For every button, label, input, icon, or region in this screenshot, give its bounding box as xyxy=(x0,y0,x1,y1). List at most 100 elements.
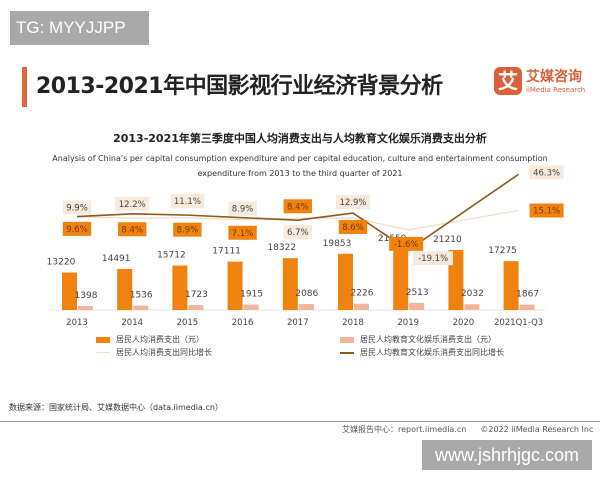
growth-label-education: -19.1% xyxy=(418,254,448,264)
growth-label-education-box xyxy=(413,251,453,266)
copyright: ©2022 iiMedia Research Inc xyxy=(480,425,594,434)
legend-swatch xyxy=(340,336,354,343)
bar-label-consumption: 15712 xyxy=(157,251,186,261)
growth-label-consumption: -1.6% xyxy=(394,240,419,250)
bar-label-consumption: 14491 xyxy=(102,254,131,264)
bar-education xyxy=(409,302,425,310)
bar-education xyxy=(298,304,314,310)
bar-consumption xyxy=(172,265,188,310)
x-tick-label: 2019 xyxy=(397,318,419,328)
legend-item-education: 居民人均教育文化娱乐消费支出（元） xyxy=(340,334,496,345)
bar-label-consumption: 13220 xyxy=(47,258,76,268)
growth-label-education-box xyxy=(336,195,370,210)
bar-label-education: 2032 xyxy=(461,289,484,299)
growth-label-consumption-box xyxy=(173,222,202,237)
bar-consumption xyxy=(227,261,243,310)
footer-divider xyxy=(0,421,600,422)
chart-title: 2013-2021年第三季度中国人均消费支出与人均教育文化娱乐消费支出分析 xyxy=(113,132,487,145)
growth-label-consumption-box xyxy=(529,203,564,218)
growth-label-education-box xyxy=(62,200,92,215)
growth-label-consumption: 9.6% xyxy=(66,225,88,235)
logo-cn: 艾媒咨询 xyxy=(526,69,582,85)
growth-label-education: 9.9% xyxy=(66,204,88,214)
x-tick-label: 2021Q1-Q3 xyxy=(494,318,543,328)
bar-label-education: 2226 xyxy=(351,289,374,299)
bar-education xyxy=(464,304,480,310)
growth-label-education-box xyxy=(228,201,257,216)
bar-label-consumption: 17275 xyxy=(488,246,517,256)
growth-label-consumption-box xyxy=(118,222,147,237)
bar-education xyxy=(243,304,259,310)
growth-label-consumption: 8.4% xyxy=(121,225,143,235)
growth-label-education: 12.2% xyxy=(119,200,146,210)
report-link[interactable]: 艾媒报告中心：report.iimedia.cn xyxy=(342,425,467,434)
growth-label-consumption-box xyxy=(228,225,257,240)
growth-label-consumption-box xyxy=(283,199,312,214)
bar-label-education: 1723 xyxy=(185,290,208,300)
growth-label-consumption: 8.6% xyxy=(342,223,364,233)
bar-label-consumption: 17111 xyxy=(212,247,241,257)
bar-education xyxy=(354,303,369,310)
bar-consumption xyxy=(503,261,519,310)
bar-label-consumption: 18322 xyxy=(267,243,296,253)
logo-en: iiMedia Research xyxy=(526,86,586,94)
bar-education xyxy=(133,305,149,310)
growth-label-education: 12.9% xyxy=(339,198,366,208)
x-tick-label: 2014 xyxy=(121,318,143,328)
legend-label: 居民人均消费支出（元） xyxy=(116,335,204,344)
page-title: 2013-2021年中国影视行业经济背景分析 xyxy=(36,74,443,99)
growth-label-consumption: 7.1% xyxy=(232,229,254,239)
bar-label-education: 1398 xyxy=(75,291,98,301)
bar-label-education: 1536 xyxy=(130,291,153,301)
growth-label-education: 6.7% xyxy=(287,228,309,238)
bar-education xyxy=(188,305,204,310)
growth-label-consumption-box xyxy=(338,220,368,235)
legend-label: 居民人均消费支出同比增长 xyxy=(116,348,212,357)
bar-label-education: 1867 xyxy=(516,290,539,300)
legend-item-consumption-growth: 居民人均消费支出同比增长 xyxy=(96,347,212,358)
x-tick-label: 2016 xyxy=(232,318,254,328)
growth-label-education: 46.3% xyxy=(533,168,560,178)
legend-label: 居民人均教育文化娱乐消费支出同比增长 xyxy=(360,348,504,357)
bar-education xyxy=(519,304,535,310)
growth-label-consumption: 15.1% xyxy=(533,206,560,216)
logo-mark: 艾 xyxy=(494,67,522,95)
bar-label-education: 1915 xyxy=(240,290,263,300)
growth-label-education-box xyxy=(170,194,205,209)
bar-consumption xyxy=(393,248,409,310)
x-tick-label: 2013 xyxy=(66,318,88,328)
chart-subtitle: Analysis of China's per capital consumpt… xyxy=(52,154,548,178)
growth-label-education-box xyxy=(283,225,312,240)
bar-label-consumption: 21210 xyxy=(433,235,462,245)
bar-consumption xyxy=(62,272,77,310)
bar-consumption xyxy=(117,268,133,310)
growth-label-consumption-box xyxy=(389,236,424,251)
title-accent-bar xyxy=(22,67,27,107)
bar-label-education: 2086 xyxy=(295,289,318,299)
bar-consumption xyxy=(282,258,298,310)
growth-label-education-box xyxy=(115,196,150,211)
growth-label-consumption: 8.4% xyxy=(287,202,309,212)
growth-label-education-box xyxy=(529,165,564,180)
legend-item-education-growth: 居民人均教育文化娱乐消费支出同比增长 xyxy=(340,347,504,358)
footer: 艾媒报告中心：report.iimedia.cn ©2022 iiMedia Re… xyxy=(342,424,593,435)
imedia-logo: 艾 艾媒咨询 iiMedia Research xyxy=(490,62,590,102)
growth-label-consumption-box xyxy=(62,221,92,236)
watermark-bottom: www.jshrhjgc.com xyxy=(422,440,592,470)
growth-label-education: 8.9% xyxy=(232,205,254,215)
growth-label-education: 11.1% xyxy=(174,197,201,207)
bar-consumption xyxy=(338,253,353,310)
legend-swatch xyxy=(96,352,110,353)
legend-swatch xyxy=(96,336,110,343)
bar-label-education: 2513 xyxy=(406,288,429,298)
legend-item-consumption: 居民人均消费支出（元） xyxy=(96,334,204,345)
x-tick-label: 2018 xyxy=(342,318,364,328)
data-source: 数据来源：国家统计局、艾媒数据中心（data.iimedia.cn） xyxy=(9,403,223,412)
x-tick-label: 2020 xyxy=(453,318,475,328)
x-tick-label: 2017 xyxy=(287,318,309,328)
bar-education xyxy=(78,306,93,310)
legend-label: 居民人均教育文化娱乐消费支出（元） xyxy=(360,335,496,344)
legend-swatch xyxy=(340,351,354,354)
x-tick-label: 2015 xyxy=(177,318,199,328)
